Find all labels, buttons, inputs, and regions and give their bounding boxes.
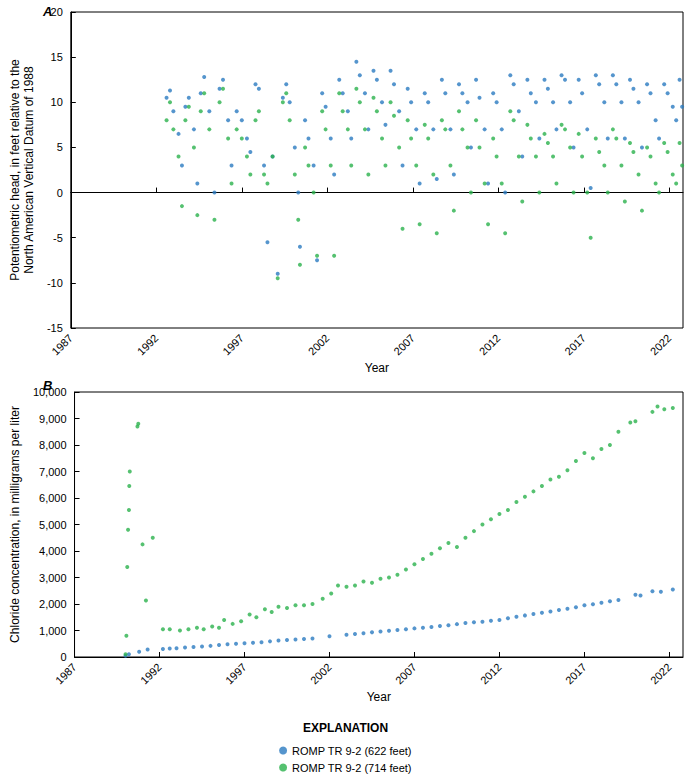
svg-text:2022: 2022 <box>648 332 674 358</box>
svg-text:2012: 2012 <box>478 661 504 687</box>
svg-text:1,000: 1,000 <box>39 625 67 637</box>
svg-text:20: 20 <box>50 6 63 18</box>
svg-text:1992: 1992 <box>135 332 161 358</box>
svg-text:5: 5 <box>57 141 63 153</box>
svg-text:5,000: 5,000 <box>39 519 67 531</box>
svg-text:2,000: 2,000 <box>39 598 67 610</box>
svg-text:8,000: 8,000 <box>39 439 67 451</box>
svg-text:2017: 2017 <box>562 332 588 358</box>
svg-text:2022: 2022 <box>648 661 674 687</box>
svg-text:EXPLANATION: EXPLANATION <box>303 721 388 735</box>
svg-text:-15: -15 <box>47 322 63 334</box>
svg-text:2002: 2002 <box>306 332 332 358</box>
svg-text:B: B <box>43 378 52 393</box>
svg-text:Year: Year <box>365 361 389 375</box>
svg-text:2017: 2017 <box>563 661 589 687</box>
svg-text:Chloride concentration, in mil: Chloride concentration, in milligrams pe… <box>8 406 22 643</box>
svg-text:7,000: 7,000 <box>39 466 67 478</box>
svg-text:-5: -5 <box>53 232 63 244</box>
svg-text:3,000: 3,000 <box>39 572 67 584</box>
svg-text:1997: 1997 <box>223 661 249 687</box>
svg-text:1992: 1992 <box>138 661 164 687</box>
svg-text:0: 0 <box>60 651 66 663</box>
svg-text:10: 10 <box>51 96 63 108</box>
svg-text:0: 0 <box>57 187 63 199</box>
svg-text:Year: Year <box>367 690 391 704</box>
svg-text:9,000: 9,000 <box>39 413 67 425</box>
svg-text:North American Vertical Datum: North American Vertical Datum of 1988 <box>22 66 36 274</box>
svg-text:6,000: 6,000 <box>39 492 67 504</box>
svg-text:2007: 2007 <box>391 332 417 358</box>
svg-text:-10: -10 <box>47 277 63 289</box>
svg-text:15: 15 <box>51 51 63 63</box>
svg-text:ROMP TR 9-2 (714 feet): ROMP TR 9-2 (714 feet) <box>292 762 411 774</box>
svg-text:2002: 2002 <box>308 661 334 687</box>
svg-text:2012: 2012 <box>477 332 503 358</box>
svg-text:ROMP TR 9-2 (622 feet): ROMP TR 9-2 (622 feet) <box>292 745 411 757</box>
svg-text:1987: 1987 <box>53 661 79 687</box>
svg-text:A: A <box>42 4 52 19</box>
svg-text:10,000: 10,000 <box>32 386 67 398</box>
svg-text:1987: 1987 <box>49 332 75 358</box>
svg-text:4,000: 4,000 <box>39 545 67 557</box>
svg-text:Potentiometric head, in feet r: Potentiometric head, in feet relative to… <box>8 59 22 281</box>
svg-text:2007: 2007 <box>393 661 419 687</box>
svg-text:1997: 1997 <box>220 332 246 358</box>
